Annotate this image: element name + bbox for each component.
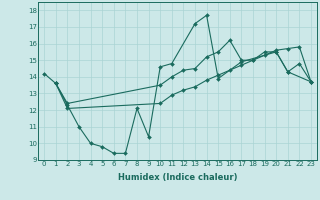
X-axis label: Humidex (Indice chaleur): Humidex (Indice chaleur)	[118, 173, 237, 182]
